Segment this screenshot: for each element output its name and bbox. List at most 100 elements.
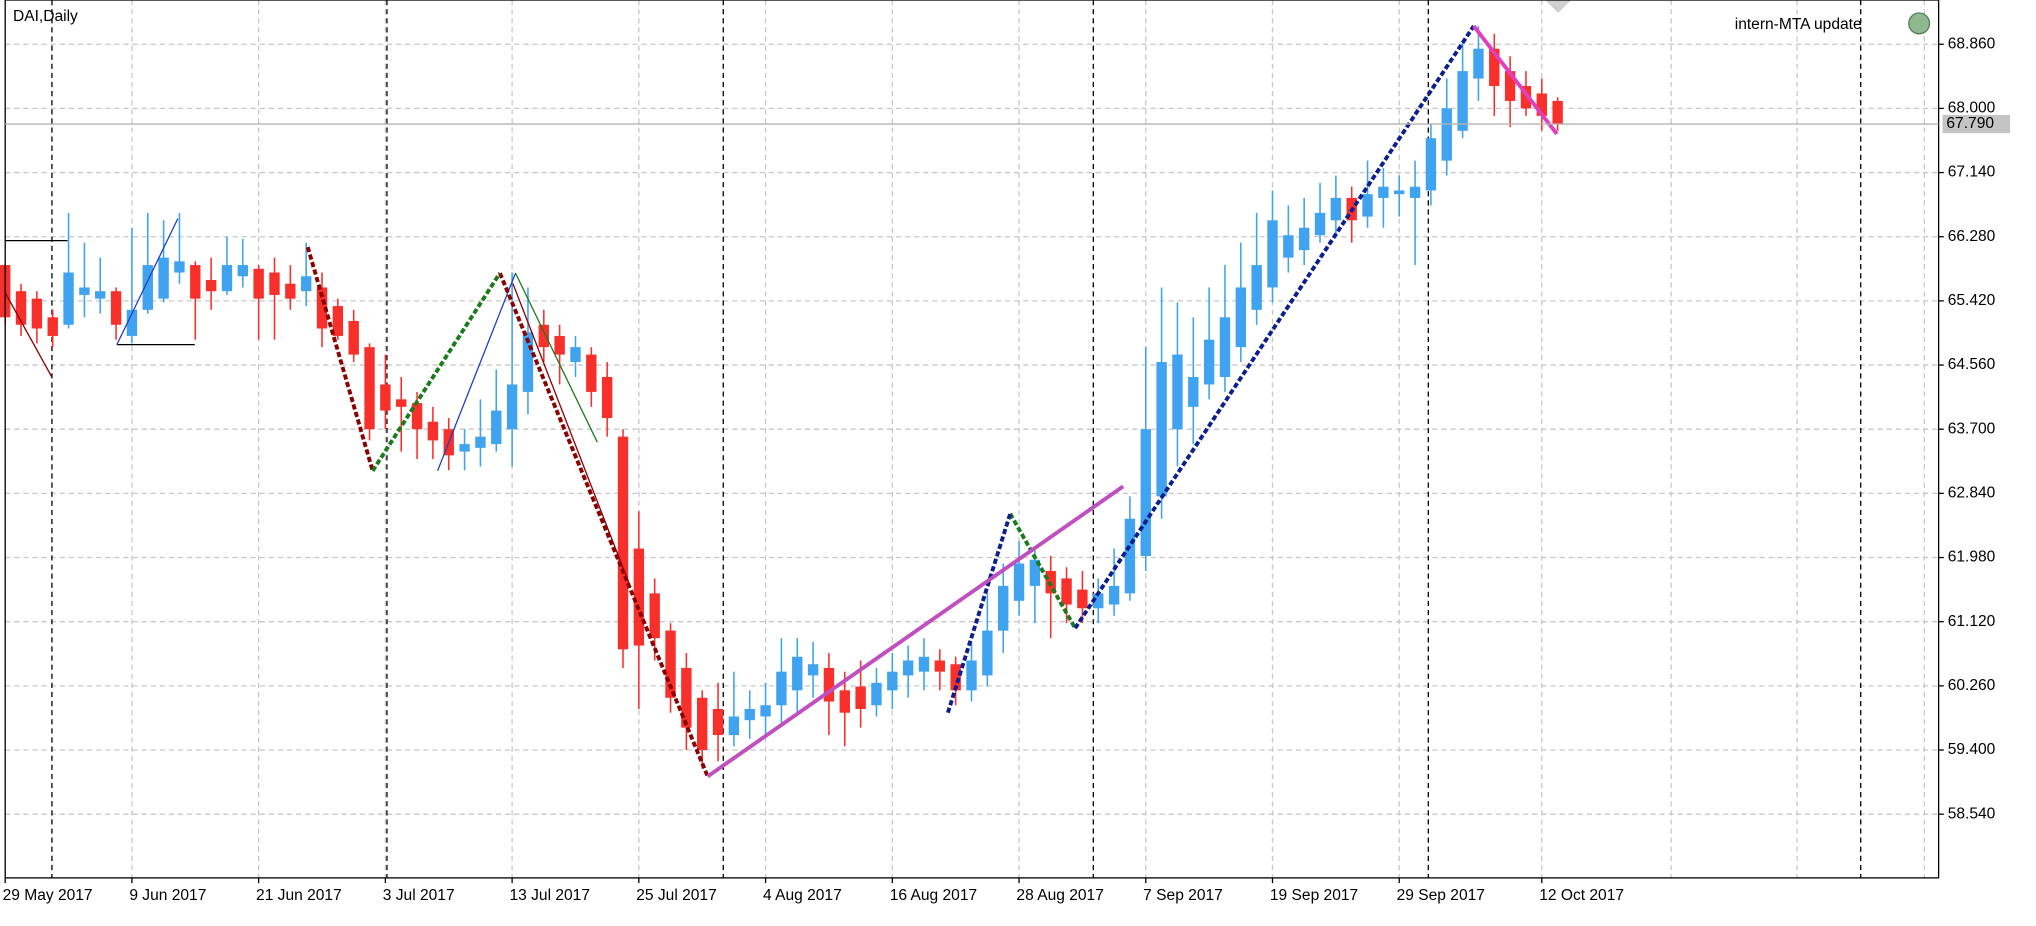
- candle-body: [1077, 589, 1088, 609]
- candle-body: [205, 279, 217, 292]
- candle-body: [934, 660, 946, 672]
- price-tag: [1942, 114, 2011, 134]
- y-tick-label: 66.280: [1948, 228, 1996, 245]
- candle-body: [586, 354, 597, 392]
- candle-body: [1552, 100, 1563, 125]
- candle-body: [1093, 593, 1104, 609]
- candle-body: [1504, 71, 1516, 101]
- candle-body: [601, 376, 613, 419]
- candle-body: [79, 287, 90, 295]
- price-tag-label: 67.790: [1946, 115, 1994, 132]
- candle-body: [1188, 376, 1199, 407]
- candle-body: [871, 682, 882, 706]
- candle-body: [554, 335, 565, 355]
- candle-body: [1394, 190, 1405, 195]
- channel-line: [706, 484, 1125, 779]
- candle-body: [126, 309, 138, 336]
- candle-body: [950, 664, 961, 691]
- x-tick-label: 12 Oct 2017: [1539, 887, 1624, 904]
- candle-body: [237, 265, 249, 277]
- candle-body: [744, 708, 755, 721]
- y-tick-label: 68.860: [1948, 35, 1996, 52]
- zigzag: [1073, 24, 1476, 630]
- x-tick-label: 29 Sep 2017: [1397, 887, 1485, 904]
- x-tick-label: 7 Sep 2017: [1143, 887, 1223, 904]
- x-tick-label: 28 Aug 2017: [1016, 887, 1103, 904]
- x-tick-label: 13 Jul 2017: [510, 887, 590, 904]
- candle-body: [190, 265, 201, 299]
- expert-icon: [1908, 12, 1931, 35]
- candle-body: [1251, 265, 1262, 310]
- y-tick-label: 67.140: [1948, 164, 1996, 181]
- candle-body: [31, 298, 43, 329]
- candle-body: [174, 261, 185, 273]
- candle-body: [506, 384, 518, 430]
- candle-body: [760, 705, 771, 717]
- candle-body: [475, 436, 486, 448]
- candle-body: [1203, 339, 1215, 385]
- candle-body: [221, 265, 233, 292]
- x-tick-label: 4 Aug 2017: [763, 887, 842, 904]
- candle-body: [491, 410, 502, 445]
- candle-body: [1156, 362, 1167, 497]
- candle-body: [316, 287, 328, 329]
- candle-body: [697, 697, 708, 751]
- candle-body: [807, 664, 819, 676]
- candle-body: [681, 667, 692, 728]
- candle-body: [1267, 220, 1278, 288]
- candle-body: [1283, 235, 1294, 258]
- candle-body: [142, 265, 153, 310]
- y-tick-label: 63.700: [1948, 420, 1996, 437]
- candle-body: [1441, 108, 1452, 161]
- y-tick-label: 65.420: [1948, 292, 1996, 309]
- x-tick-label: 3 Jul 2017: [383, 887, 455, 904]
- x-tick-label: 9 Jun 2017: [129, 887, 206, 904]
- trend-line: [116, 218, 179, 345]
- candle-body: [982, 630, 993, 676]
- y-tick-label: 62.840: [1948, 484, 1996, 501]
- candle-body: [902, 660, 914, 676]
- zigzag: [1008, 512, 1077, 630]
- candle-body: [1108, 585, 1120, 605]
- x-tick-label: 25 Jul 2017: [636, 887, 716, 904]
- candle-body: [649, 593, 660, 639]
- axes: 58.540 59.400 60.260 61.120 61.980 62.840 63.7…: [3, 35, 2011, 904]
- candle-body: [728, 716, 740, 736]
- candle-body: [300, 276, 312, 292]
- candle-body: [1235, 287, 1247, 348]
- candle-body: [332, 306, 344, 336]
- candle-body: [1219, 317, 1231, 377]
- candle-body: [1314, 212, 1326, 236]
- candle-body: [712, 708, 724, 736]
- candle-body: [380, 384, 391, 411]
- candle-body: [522, 332, 534, 392]
- candle-body: [1330, 197, 1342, 221]
- candle-body: [1029, 559, 1041, 586]
- candles: [0, 26, 1563, 769]
- y-tick-label: 61.120: [1948, 613, 1996, 630]
- candle-body: [15, 291, 27, 325]
- candle-body: [1489, 48, 1500, 87]
- x-tick-label: 16 Aug 2017: [890, 887, 977, 904]
- x-tick-label: 19 Sep 2017: [1270, 887, 1358, 904]
- candle-body: [1425, 138, 1437, 191]
- annotation: intern-MTA update: [1735, 16, 1862, 33]
- y-tick-label: 61.980: [1948, 549, 1996, 566]
- candle-body: [855, 686, 866, 709]
- candle-body: [158, 257, 169, 299]
- candle-body: [411, 403, 423, 430]
- candle-body: [839, 690, 850, 713]
- candle-body: [396, 399, 407, 407]
- candle-body: [1457, 71, 1468, 131]
- candle-body: [364, 347, 375, 430]
- y-tick-label: 60.260: [1948, 677, 1996, 694]
- trend-line: [436, 272, 517, 472]
- candle-body: [776, 671, 787, 706]
- channel-line: [1472, 24, 1559, 136]
- shift-marker: [1545, 0, 1572, 14]
- x-tick-label: 29 May 2017: [3, 887, 93, 904]
- candle-body: [966, 660, 977, 691]
- candle-body: [998, 585, 1009, 631]
